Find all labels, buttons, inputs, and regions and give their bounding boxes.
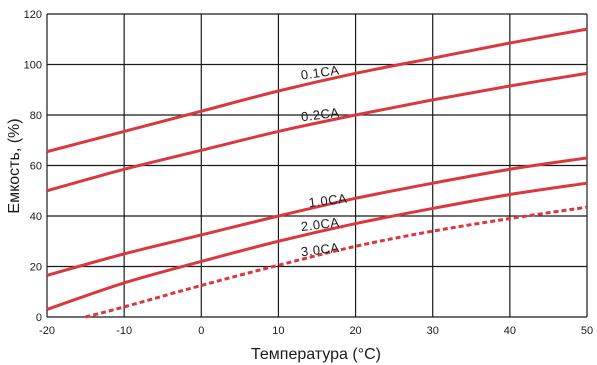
y-axis-title: Емкость, (%): [6, 118, 23, 213]
y-tick-label-5: 100: [24, 60, 42, 72]
series-lines: [46, 27, 588, 319]
x-tick-label-5: 30: [427, 325, 439, 337]
x-axis-title: Температура (°С): [251, 346, 381, 363]
series-line-0.1CA: [46, 27, 588, 154]
y-tick-label-2: 40: [30, 211, 42, 223]
series-label-3: 2.0CA: [300, 215, 340, 235]
x-tick-label-4: 20: [349, 325, 361, 337]
series-label-2: 1.0CA: [308, 191, 348, 211]
y-tick-label-3: 60: [30, 161, 42, 173]
y-tick-label-1: 20: [30, 262, 42, 274]
grid-lines: [46, 13, 588, 318]
series-label-4: 3.0CA: [300, 240, 340, 260]
y-tick-labels: 0 20 40 60 80 100 120: [24, 9, 42, 324]
y-tick-label-0: 0: [36, 312, 42, 324]
x-tick-label-2: 0: [198, 325, 204, 337]
series-label-1: 0.2CA: [300, 105, 340, 125]
y-tick-label-4: 80: [30, 110, 42, 122]
series-line-1.0CA: [46, 156, 588, 277]
series-line-3.0CA: [85, 205, 588, 319]
x-tick-label-7: 50: [581, 325, 593, 337]
x-tick-label-1: -10: [116, 325, 132, 337]
x-tick-labels: -20 -10 0 10 20 30 40 50: [39, 325, 593, 337]
x-tick-label-3: 10: [272, 325, 284, 337]
y-tick-label-6: 120: [24, 9, 42, 21]
series-labels: 0.1CA 0.2CA 1.0CA 2.0CA 3.0CA: [300, 62, 348, 259]
series-line-0.2CA: [46, 71, 588, 193]
series-line-2.0CA: [46, 181, 588, 311]
x-tick-label-0: -20: [39, 325, 55, 337]
x-tick-label-6: 40: [504, 325, 516, 337]
series-label-0: 0.1CA: [300, 62, 340, 82]
